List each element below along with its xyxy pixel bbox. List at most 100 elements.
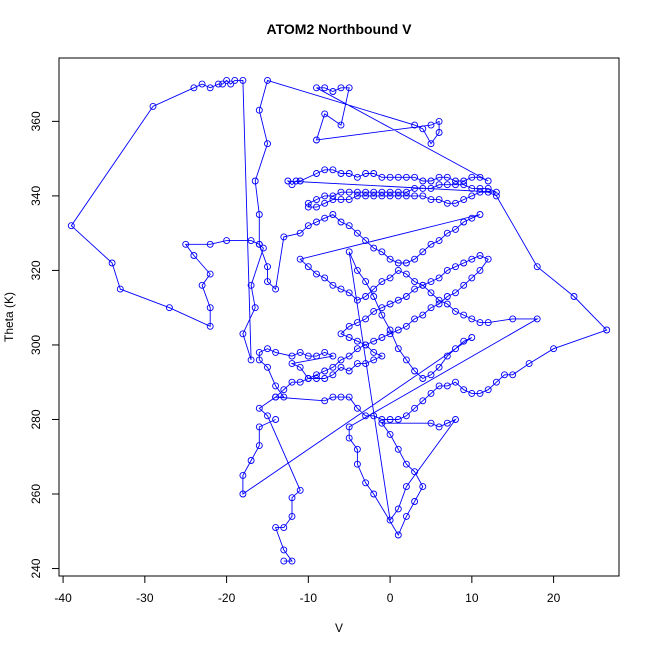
data-point [411,192,419,200]
data-point [370,356,378,364]
data-point [345,334,353,341]
data-point [149,102,157,110]
data-point [460,337,468,345]
data-point [345,367,353,375]
data-point [362,192,370,200]
data-point [272,382,280,390]
x-tick-label: -10 [300,591,318,605]
data-point [394,326,402,334]
data-point [419,125,427,133]
data-point [292,177,300,185]
data-point [435,129,443,136]
data-point [345,84,353,92]
data-point [378,352,386,360]
data-point [345,196,353,204]
data-point [239,76,247,84]
data-point [509,371,517,379]
data-point [370,412,378,420]
data-point [370,293,378,300]
data-point [304,222,312,230]
data-point [386,330,394,338]
data-point [411,315,419,323]
data-point [419,177,427,185]
data-point [370,348,378,356]
data-point [280,524,288,532]
data-point [386,416,394,423]
data-point [337,218,345,226]
data-point [362,479,370,487]
data-point [321,397,329,405]
x-tick-label: 0 [387,591,394,605]
data-point [476,188,484,196]
x-tick-label: -40 [54,591,72,605]
data-point [411,285,419,293]
data-point [313,352,320,360]
data-point [296,177,304,185]
data-point [394,505,402,513]
series-line [70,79,608,562]
data-point [460,177,468,185]
data-point [321,375,329,382]
data-point [337,393,345,401]
data-point [321,192,329,200]
data-point [468,315,476,323]
data-point [337,84,345,92]
data-point [468,192,476,200]
data-point [264,345,271,353]
data-point [313,218,320,226]
data-point [435,382,443,390]
data-point [452,225,459,233]
data-point [329,281,337,289]
data-point [255,404,263,412]
data-point [272,524,280,532]
data-point [362,315,370,323]
data-point [345,423,353,431]
data-point [362,237,370,245]
data-point [476,184,484,192]
data-point [190,84,198,92]
data-point [337,363,345,371]
data-point [402,483,410,491]
data-point [227,80,235,88]
data-point [394,173,402,181]
data-point [345,222,353,230]
data-point [443,173,451,181]
data-point [272,348,280,356]
data-point [468,214,476,222]
data-point [313,170,320,177]
data-point [443,229,451,237]
data-point [165,304,173,312]
data-point [427,278,435,286]
data-point [378,192,386,200]
data-point [329,211,337,218]
data-point [452,416,459,423]
data-point [345,188,353,196]
data-point [288,557,296,565]
y-tick-label: 240 [29,558,43,578]
data-point [427,196,435,204]
data-point [501,371,508,379]
data-point [460,311,468,319]
data-point [223,76,231,84]
data-point [394,345,402,353]
data-point [435,363,443,371]
data-point [443,382,451,390]
data-point [427,304,435,312]
data-point [251,177,259,185]
x-axis-label: V [335,621,343,635]
data-point [296,348,304,356]
data-point [386,274,394,282]
data-point [468,274,476,282]
data-point [288,181,296,189]
data-point [402,412,410,420]
data-point [443,352,451,360]
data-point [468,255,476,263]
data-point [321,214,329,222]
data-point [353,460,361,468]
data-point [296,229,304,237]
data-point [492,378,500,386]
data-point [427,419,435,427]
data-point [206,322,214,330]
y-tick-label: 320 [29,260,43,280]
